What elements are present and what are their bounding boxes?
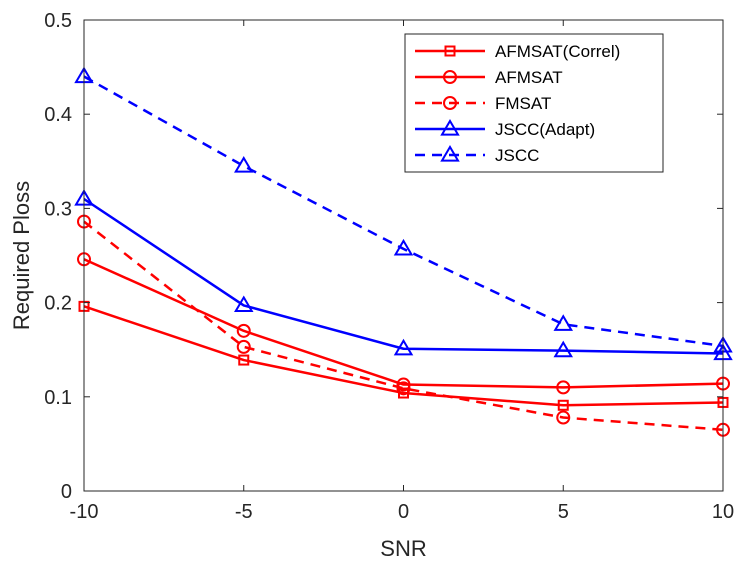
data-point bbox=[393, 338, 414, 356]
data-point bbox=[236, 323, 251, 338]
data-point bbox=[236, 339, 251, 354]
series-line bbox=[83, 75, 724, 348]
x-tick-label: -5 bbox=[235, 501, 253, 523]
data-point bbox=[553, 314, 573, 331]
legend-marker bbox=[444, 45, 456, 57]
legend-entry: AFMSAT(Correl) bbox=[415, 42, 620, 61]
legend-label: FMSAT bbox=[495, 94, 551, 113]
data-point bbox=[556, 410, 571, 425]
data-point bbox=[393, 238, 414, 256]
legend-entry: FMSAT bbox=[415, 94, 551, 113]
x-tick-label: 0 bbox=[398, 501, 409, 523]
y-tick-label: 0.1 bbox=[44, 387, 72, 409]
legend-marker bbox=[443, 70, 457, 84]
data-point bbox=[396, 377, 411, 392]
series-line bbox=[83, 258, 724, 389]
y-tick-label: 0.3 bbox=[44, 198, 72, 220]
legend-label: JSCC(Adapt) bbox=[495, 120, 595, 139]
legend-label: AFMSAT(Correl) bbox=[495, 42, 620, 61]
data-point bbox=[553, 340, 573, 358]
legend-label: JSCC bbox=[495, 146, 539, 165]
y-tick-label: 0.4 bbox=[44, 104, 72, 126]
series-line bbox=[83, 305, 724, 407]
series-line bbox=[83, 197, 724, 355]
y-tick-label: 0.2 bbox=[44, 293, 72, 315]
y-tick-label: 0 bbox=[61, 481, 72, 503]
legend-marker bbox=[440, 119, 460, 136]
data-point bbox=[234, 295, 254, 313]
x-tick-label: 5 bbox=[558, 501, 569, 523]
series-3 bbox=[74, 189, 733, 361]
legend-entry: JSCC bbox=[415, 145, 539, 165]
data-point bbox=[238, 354, 250, 366]
x-tick-label: 10 bbox=[712, 501, 734, 523]
y-tick-label: 0.5 bbox=[44, 10, 72, 32]
y-axis-title: Required Ploss bbox=[9, 181, 34, 330]
series-line bbox=[83, 220, 724, 432]
legend-marker bbox=[440, 145, 460, 162]
data-point bbox=[396, 381, 411, 396]
x-axis-title: SNR bbox=[380, 536, 426, 561]
data-point bbox=[557, 399, 569, 411]
legend-entry: JSCC(Adapt) bbox=[415, 119, 595, 139]
data-point bbox=[556, 380, 571, 395]
data-point bbox=[234, 156, 254, 173]
legend-entry: AFMSAT bbox=[415, 68, 563, 87]
series-1 bbox=[77, 252, 730, 395]
x-tick-label: -10 bbox=[70, 501, 99, 523]
legend-marker bbox=[443, 96, 457, 110]
legend-label: AFMSAT bbox=[495, 68, 563, 87]
